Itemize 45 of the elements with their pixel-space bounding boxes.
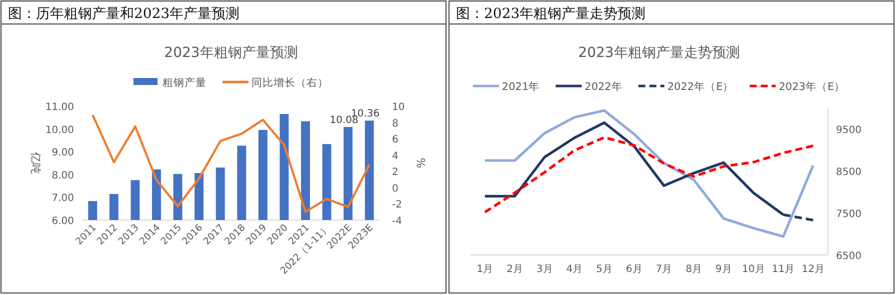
chart-subtitle: 2023年粗钢产量预测	[164, 45, 298, 61]
y2-tick-label: 0	[392, 183, 398, 194]
y-tick-label: 10.00	[45, 124, 74, 136]
y-tick-label: 6.00	[52, 216, 74, 227]
y-tick-label: 7.00	[52, 193, 74, 204]
legend-label: 同比增长（右）	[252, 76, 328, 89]
y2-tick-label: 6	[392, 134, 398, 146]
x-tick-label: 11月	[772, 264, 795, 275]
x-tick-label: 3月	[536, 264, 553, 275]
y2-tick-label: 10	[392, 102, 405, 113]
line-series	[484, 109, 814, 238]
y-axis-title: 亿吨	[29, 151, 42, 174]
y2-tick-label: 9500	[836, 125, 862, 136]
y-tick-label: 11.00	[45, 102, 74, 113]
x-tick-label: 7月	[656, 264, 672, 275]
y2-tick-label: -4	[392, 216, 402, 227]
line-series	[484, 136, 814, 214]
y2-tick-label: 8500	[836, 167, 862, 178]
legend-label: 2022年	[584, 81, 622, 93]
x-tick-label: 4月	[566, 264, 583, 275]
legend-label: 2022年（E）	[667, 81, 734, 93]
x-tick-label: 8月	[686, 264, 702, 275]
x-tick-label: 5月	[596, 264, 612, 275]
legend-label: 2023年（E）	[778, 81, 846, 93]
y2-tick-label: 7500	[836, 209, 862, 220]
chart-title: 图：历年粗钢产量和2023年产量预测	[8, 6, 240, 22]
chart-title: 图：2023年粗钢产量走势预测	[456, 6, 646, 22]
chart-subtitle: 2023年粗钢产量走势预测	[578, 45, 740, 61]
y-tick-label: 8.00	[52, 170, 74, 182]
x-tick-label: 12月	[802, 264, 824, 275]
y-tick-label: 9.00	[52, 148, 74, 159]
y2-axis-title: %	[414, 158, 427, 168]
y2-tick-label: 2	[392, 167, 398, 178]
x-tick-label: 9月	[715, 264, 732, 275]
legend-label: 2021年	[502, 81, 540, 93]
y2-tick-label: -2	[392, 200, 402, 211]
legend-label: 粗钢产量	[162, 76, 206, 89]
y2-tick-label: 4	[392, 150, 398, 162]
data-label: 10.08	[330, 114, 358, 126]
y2-tick-label: 6500	[836, 251, 862, 262]
y2-tick-label: 8	[392, 118, 398, 130]
x-tick-label: 10月	[742, 264, 765, 275]
x-tick-label: 1月	[476, 264, 494, 275]
x-tick-label: 2月	[506, 264, 523, 275]
x-tick-label: 6月	[626, 264, 642, 275]
